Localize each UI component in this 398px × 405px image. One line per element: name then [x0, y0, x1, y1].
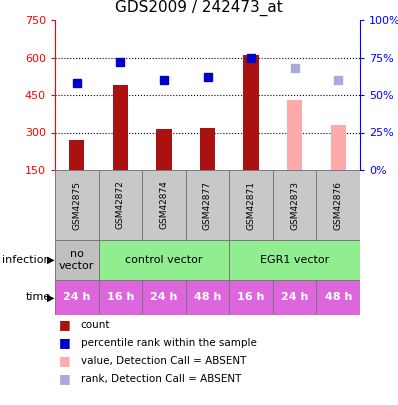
Text: ■: ■: [59, 318, 71, 332]
Text: rank, Detection Call = ABSENT: rank, Detection Call = ABSENT: [81, 374, 241, 384]
Bar: [113, 85, 128, 170]
Text: 24 h: 24 h: [63, 292, 90, 303]
Text: GSM42877: GSM42877: [203, 181, 212, 230]
Bar: [55, 240, 99, 280]
Text: GSM42876: GSM42876: [334, 181, 343, 230]
Text: GSM42872: GSM42872: [116, 181, 125, 230]
Text: ■: ■: [59, 354, 71, 367]
Text: 24 h: 24 h: [281, 292, 308, 303]
Bar: [200, 128, 215, 170]
Bar: [156, 129, 172, 170]
Bar: [316, 170, 360, 240]
Bar: [55, 280, 99, 315]
Text: GSM42875: GSM42875: [72, 181, 81, 230]
Bar: [331, 125, 346, 170]
Text: count: count: [81, 320, 110, 330]
Bar: [186, 280, 229, 315]
Bar: [229, 170, 273, 240]
Text: GSM42873: GSM42873: [290, 181, 299, 230]
Text: 16 h: 16 h: [237, 292, 265, 303]
Bar: [273, 280, 316, 315]
Bar: [69, 140, 84, 170]
Text: ■: ■: [59, 337, 71, 350]
Text: infection: infection: [2, 255, 51, 265]
Bar: [316, 280, 360, 315]
Bar: [229, 240, 360, 280]
Text: 24 h: 24 h: [150, 292, 178, 303]
Text: GSM42871: GSM42871: [247, 181, 256, 230]
Text: time: time: [26, 292, 51, 303]
Bar: [229, 280, 273, 315]
Text: ▶: ▶: [47, 292, 54, 303]
Text: GSM42874: GSM42874: [160, 181, 168, 230]
Bar: [273, 170, 316, 240]
Bar: [287, 100, 302, 170]
Bar: [55, 170, 99, 240]
Bar: [142, 170, 186, 240]
Bar: [244, 55, 259, 170]
Text: ▶: ▶: [47, 255, 54, 265]
Text: value, Detection Call = ABSENT: value, Detection Call = ABSENT: [81, 356, 246, 366]
Bar: [99, 280, 142, 315]
Text: ■: ■: [59, 373, 71, 386]
Text: EGR1 vector: EGR1 vector: [260, 255, 329, 265]
Text: 48 h: 48 h: [194, 292, 221, 303]
Text: percentile rank within the sample: percentile rank within the sample: [81, 338, 257, 348]
Text: 16 h: 16 h: [107, 292, 134, 303]
Bar: [142, 280, 186, 315]
Bar: [99, 240, 229, 280]
Text: GDS2009 / 242473_at: GDS2009 / 242473_at: [115, 0, 283, 16]
Text: no
vector: no vector: [59, 249, 94, 271]
Bar: [186, 170, 229, 240]
Text: 48 h: 48 h: [324, 292, 352, 303]
Bar: [99, 170, 142, 240]
Text: control vector: control vector: [125, 255, 203, 265]
